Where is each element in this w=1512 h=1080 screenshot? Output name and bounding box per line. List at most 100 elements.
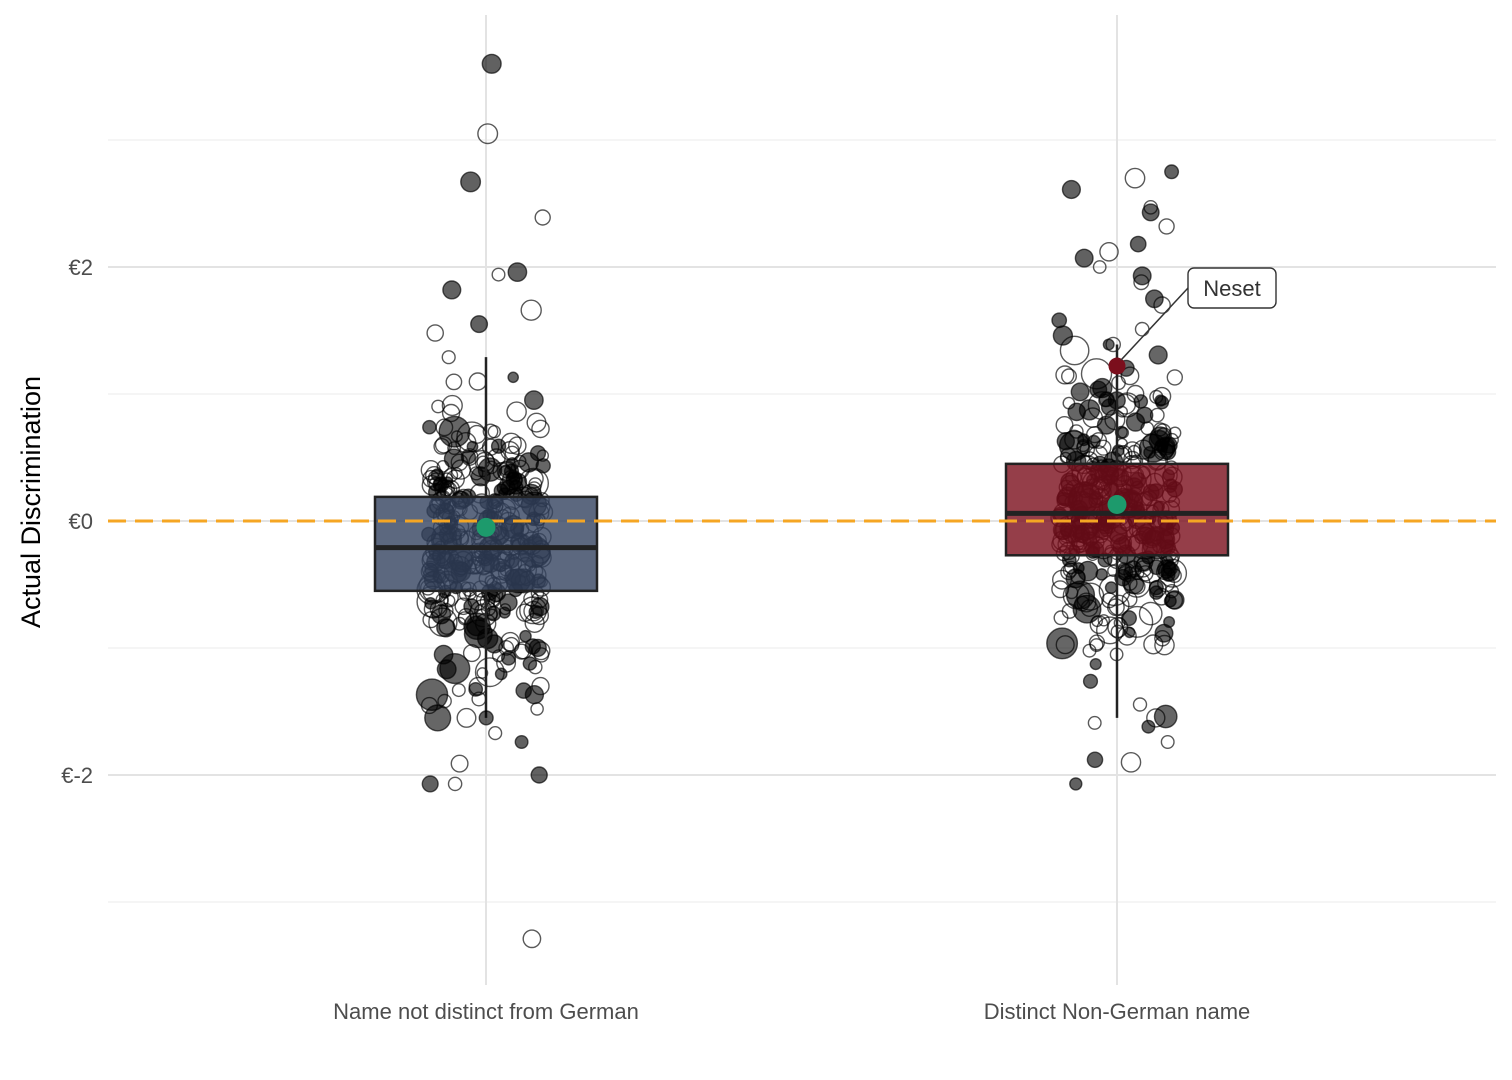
y-tick-label: €-2 <box>61 763 93 788</box>
jitter-point <box>494 667 508 681</box>
jitter-point <box>1164 584 1180 599</box>
jitter-point <box>456 707 477 728</box>
jitter-point <box>536 449 549 462</box>
outlier-point <box>1141 719 1156 734</box>
jitter-point <box>1067 402 1086 422</box>
jitter-point <box>506 401 527 423</box>
outlier-point <box>450 754 469 773</box>
jitter-point <box>1166 369 1184 386</box>
jitter-point <box>1046 627 1079 660</box>
jitter-point <box>1080 599 1099 618</box>
jitter-point <box>526 412 547 433</box>
jitter-point <box>500 432 522 454</box>
jitter-point <box>422 419 437 435</box>
jitter-point <box>1163 616 1176 629</box>
jitter-point <box>1065 568 1086 589</box>
jitter-point <box>468 682 484 697</box>
outlier-point <box>1086 751 1104 769</box>
jitter-point <box>1097 614 1111 627</box>
x-tick-label: Name not distinct from German <box>333 999 639 1024</box>
jitter-point <box>1055 635 1075 655</box>
jitter-point <box>1146 708 1166 728</box>
outlier-point <box>447 776 463 792</box>
jitter-point <box>1076 440 1091 455</box>
jitter-point <box>440 472 454 486</box>
jitter-point <box>1059 335 1090 366</box>
jitter-point <box>445 373 463 391</box>
outlier-points <box>421 53 1180 949</box>
jitter-point <box>1162 561 1177 575</box>
outlier-point <box>1134 321 1150 337</box>
annotation-box <box>1187 267 1277 309</box>
outlier-point <box>478 710 494 726</box>
jitter-point <box>1123 626 1136 639</box>
annotation-leader <box>1120 287 1189 361</box>
jitter-point <box>1138 601 1163 626</box>
outlier-point <box>1074 248 1094 268</box>
grid-lines <box>108 15 1496 985</box>
jitter-point <box>479 594 496 610</box>
x-tick-labels: Name not distinct from German Distinct No… <box>333 999 1250 1024</box>
outlier-point <box>1092 260 1107 274</box>
jitter-point <box>424 704 452 732</box>
jitter-point <box>1055 416 1074 435</box>
jitter-point <box>515 603 535 622</box>
outlier-point <box>470 315 489 334</box>
jitter-point <box>1069 424 1084 439</box>
jitter-point <box>1070 382 1090 402</box>
jitter-point <box>1132 697 1148 712</box>
jitter-point <box>1157 574 1176 593</box>
jitter-point <box>487 448 506 467</box>
outlier-point <box>421 775 439 793</box>
jitter-point <box>451 683 466 698</box>
jitter-point <box>504 445 520 461</box>
jitter-point <box>476 667 489 679</box>
jitter-point <box>1126 384 1145 403</box>
jitter-point <box>1111 375 1126 391</box>
outlier-point <box>522 929 542 949</box>
jitter-point <box>1120 610 1137 627</box>
outlier-point <box>460 171 482 193</box>
jitter-point <box>1148 345 1168 365</box>
jitter-point <box>450 430 463 443</box>
outlier-point <box>530 766 548 784</box>
outlier-point <box>1129 235 1147 253</box>
jitter-point <box>531 419 550 439</box>
jitter-point <box>1100 398 1119 416</box>
mean-markers <box>476 494 1127 537</box>
outlier-point <box>1052 325 1074 346</box>
y-tick-label: €0 <box>69 509 93 534</box>
jitter-point <box>1158 558 1188 588</box>
outlier-point <box>534 209 551 226</box>
outlier-point <box>1069 777 1083 791</box>
neset-annotation: Neset <box>1108 267 1277 375</box>
jitter-point <box>1104 581 1118 594</box>
jitter-point <box>482 423 499 440</box>
jitter-point <box>1086 434 1101 449</box>
jitter-point <box>530 702 544 716</box>
jitter-point <box>528 638 547 658</box>
jitter-point <box>531 641 551 661</box>
jitter-point <box>1152 587 1171 606</box>
jitter-point <box>436 459 450 473</box>
jitter-point <box>508 479 524 495</box>
highlight-point <box>1108 357 1126 375</box>
jitter-point <box>507 436 527 456</box>
jitter-point <box>1062 562 1078 578</box>
jitter-point <box>420 696 439 715</box>
jitter-point <box>1123 573 1145 595</box>
outlier-point <box>1124 167 1146 189</box>
outlier-point <box>514 735 529 750</box>
jitter-point <box>1089 615 1109 634</box>
jitter-point <box>1051 580 1070 599</box>
jitter-point <box>513 454 527 468</box>
outlier-point <box>520 299 542 321</box>
jitter-point <box>420 460 441 481</box>
outlier-point <box>1120 752 1142 773</box>
jitter-point <box>433 437 451 455</box>
jitter-point <box>431 399 445 414</box>
jitter-point <box>529 605 549 626</box>
jitter-point <box>450 467 463 480</box>
jitter-point <box>1053 610 1069 626</box>
jitter-point <box>1136 406 1154 424</box>
